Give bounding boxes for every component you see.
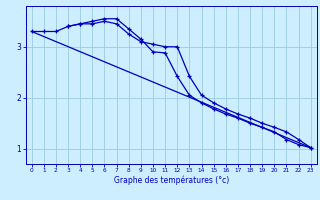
X-axis label: Graphe des températures (°c): Graphe des températures (°c) (114, 176, 229, 185)
